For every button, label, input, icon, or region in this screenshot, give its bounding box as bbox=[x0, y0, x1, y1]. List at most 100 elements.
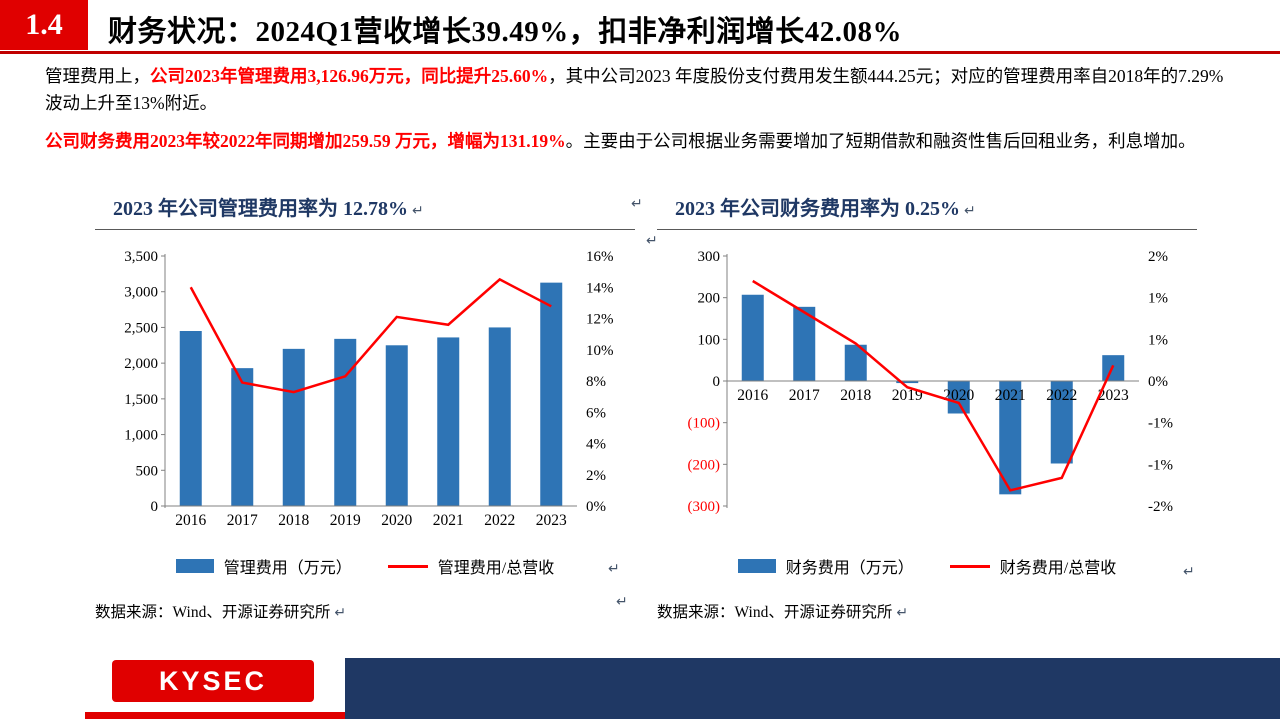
svg-text:1%: 1% bbox=[1148, 332, 1168, 348]
svg-text:(100): (100) bbox=[688, 416, 721, 432]
svg-text:0%: 0% bbox=[586, 499, 606, 515]
slide-header: 1.4 财务状况：2024Q1营收增长39.49%，扣非净利润增长42.08% bbox=[0, 0, 1280, 55]
p1-highlight: 公司2023年管理费用3,126.96万元，同比提升25.60% bbox=[150, 66, 549, 86]
p2-text: 。主要由于公司根据业务需要增加了短期借款和融资性售后回租业务，利息增加。 bbox=[565, 131, 1196, 151]
svg-text:-1%: -1% bbox=[1148, 457, 1173, 473]
data-source-note: 数据来源：Wind、开源证券研究所 ↵ bbox=[657, 600, 1197, 622]
svg-text:2018: 2018 bbox=[840, 387, 871, 404]
svg-text:1%: 1% bbox=[1148, 291, 1168, 307]
svg-text:-1%: -1% bbox=[1148, 416, 1173, 432]
data-source-note: 数据来源：Wind、开源证券研究所 ↵ bbox=[95, 600, 635, 622]
paragraph-mark-icon: ↵ bbox=[896, 605, 909, 621]
svg-text:100: 100 bbox=[698, 332, 721, 348]
ratio-line bbox=[752, 279, 1115, 492]
management-expense-chart-block: 2023 年公司管理费用率为 12.78% ↵ 3,500 3,000 2,500 2,… bbox=[95, 192, 635, 622]
svg-text:14%: 14% bbox=[586, 280, 614, 296]
svg-text:200: 200 bbox=[698, 291, 721, 307]
svg-text:10%: 10% bbox=[586, 343, 614, 359]
bars-group bbox=[741, 294, 1125, 495]
svg-text:2,000: 2,000 bbox=[124, 356, 158, 372]
svg-text:500: 500 bbox=[136, 463, 159, 479]
svg-text:-2%: -2% bbox=[1148, 499, 1173, 515]
financial-expense-chart-block: 2023 年公司财务费用率为 0.25% ↵ 300 200 100 0 (100) (20… bbox=[657, 192, 1197, 622]
paragraph-financial-expense: 公司财务费用2023年较2022年同期增加259.59 万元，增幅为131.19… bbox=[45, 128, 1237, 155]
p2-highlight: 公司财务费用2023年较2022年同期增加259.59 万元，增幅为131.19… bbox=[45, 131, 566, 151]
svg-text:2,500: 2,500 bbox=[124, 320, 158, 336]
legend-line-swatch-icon bbox=[949, 564, 990, 568]
kysec-logo: KYSEC bbox=[112, 660, 314, 702]
paragraph-mark-icon: ↵ bbox=[616, 594, 628, 610]
p1-text-1: 管理费用上， bbox=[45, 66, 150, 86]
legend-line-label: 财务费用/总营收 bbox=[999, 560, 1117, 577]
svg-text:2018: 2018 bbox=[278, 512, 309, 529]
svg-text:8%: 8% bbox=[586, 374, 606, 390]
legend-bar-label: 财务费用（万元） bbox=[785, 560, 914, 577]
svg-text:2022: 2022 bbox=[484, 512, 515, 529]
svg-text:2%: 2% bbox=[586, 468, 606, 484]
section-number-badge: 1.4 bbox=[0, 0, 88, 50]
svg-text:2017: 2017 bbox=[789, 387, 820, 404]
legend-bar-swatch-icon bbox=[737, 559, 776, 573]
paragraph-mark-icon: ↵ bbox=[646, 233, 658, 249]
paragraph-mark-icon: ↵ bbox=[964, 203, 976, 219]
svg-text:2019: 2019 bbox=[892, 387, 923, 404]
legend-line-swatch-icon bbox=[387, 564, 428, 568]
svg-text:3,000: 3,000 bbox=[124, 285, 158, 301]
svg-text:4%: 4% bbox=[586, 437, 606, 453]
svg-text:2021: 2021 bbox=[433, 512, 464, 529]
header-divider bbox=[0, 51, 1280, 54]
svg-text:2023: 2023 bbox=[536, 512, 567, 529]
financial-expense-chart: 300 200 100 0 (100) (200) (300) 2% 1% 1% 0% -1% -1% -… bbox=[688, 249, 1174, 515]
legend-line-label: 管理费用/总营收 bbox=[437, 560, 555, 577]
section-number: 1.4 bbox=[25, 8, 63, 41]
svg-text:3,500: 3,500 bbox=[124, 249, 158, 265]
data-source-text: 数据来源：Wind、开源证券研究所 bbox=[95, 604, 331, 621]
management-expense-chart: 3,500 3,000 2,500 2,000 1,500 1,000 500 0 16% 14%… bbox=[124, 249, 614, 529]
footer-bar bbox=[345, 658, 1280, 719]
svg-text:(300): (300) bbox=[688, 499, 721, 515]
svg-text:2016: 2016 bbox=[737, 387, 768, 404]
svg-text:2019: 2019 bbox=[330, 512, 361, 529]
chart-title-row: 2023 年公司财务费用率为 0.25% ↵ bbox=[657, 192, 1197, 230]
svg-text:2017: 2017 bbox=[227, 512, 258, 529]
page-title: 财务状况：2024Q1营收增长39.49%，扣非净利润增长42.08% bbox=[108, 16, 903, 48]
paragraph-mark-icon: ↵ bbox=[412, 203, 424, 219]
svg-text:12%: 12% bbox=[586, 312, 614, 328]
svg-text:2%: 2% bbox=[1148, 249, 1168, 265]
bars-group bbox=[179, 282, 563, 506]
paragraph-mark-icon: ↵ bbox=[334, 605, 347, 621]
svg-text:0: 0 bbox=[713, 374, 721, 390]
paragraph-mark-icon: ↵ bbox=[631, 196, 643, 212]
ratio-line bbox=[189, 277, 552, 394]
legend-bar-label: 管理费用（万元） bbox=[223, 560, 352, 577]
svg-text:2023: 2023 bbox=[1098, 387, 1129, 404]
data-source-text: 数据来源：Wind、开源证券研究所 bbox=[657, 604, 893, 621]
paragraph-management-expense: 管理费用上，公司2023年管理费用3,126.96万元，同比提升25.60%，其… bbox=[45, 63, 1237, 117]
chart-title-row: 2023 年公司管理费用率为 12.78% ↵ bbox=[95, 192, 635, 230]
body-text: 管理费用上，公司2023年管理费用3,126.96万元，同比提升25.60%，其… bbox=[45, 63, 1237, 166]
chart-title-management: 2023 年公司管理费用率为 12.78% bbox=[113, 198, 408, 220]
svg-text:2022: 2022 bbox=[1046, 387, 1077, 404]
legend-bar-swatch-icon bbox=[175, 559, 214, 573]
svg-text:6%: 6% bbox=[586, 405, 606, 421]
paragraph-mark-icon: ↵ bbox=[1183, 564, 1195, 580]
footer-red-strip bbox=[85, 712, 345, 719]
chart-legend: 管理费用（万元） 管理费用/总营收 bbox=[95, 554, 635, 578]
svg-text:0%: 0% bbox=[1148, 374, 1168, 390]
svg-text:(200): (200) bbox=[688, 457, 721, 473]
svg-text:2021: 2021 bbox=[995, 387, 1026, 404]
svg-text:300: 300 bbox=[698, 249, 721, 265]
svg-text:0: 0 bbox=[151, 499, 159, 515]
svg-text:1,500: 1,500 bbox=[124, 392, 158, 408]
svg-text:16%: 16% bbox=[586, 249, 614, 265]
chart-legend: 财务费用（万元） 财务费用/总营收 bbox=[657, 554, 1197, 578]
chart-title-financial: 2023 年公司财务费用率为 0.25% bbox=[675, 198, 960, 220]
svg-text:1,000: 1,000 bbox=[124, 428, 158, 444]
svg-text:2020: 2020 bbox=[381, 512, 412, 529]
svg-text:2016: 2016 bbox=[175, 512, 206, 529]
p1-text-2: ，其中公司2023 年度股份支付费用发生额444.25元；对应的管理费用率自20… bbox=[45, 66, 1224, 113]
kysec-logo-text: KYSEC bbox=[158, 665, 268, 696]
svg-text:2020: 2020 bbox=[943, 387, 974, 404]
paragraph-mark-icon: ↵ bbox=[608, 561, 620, 577]
